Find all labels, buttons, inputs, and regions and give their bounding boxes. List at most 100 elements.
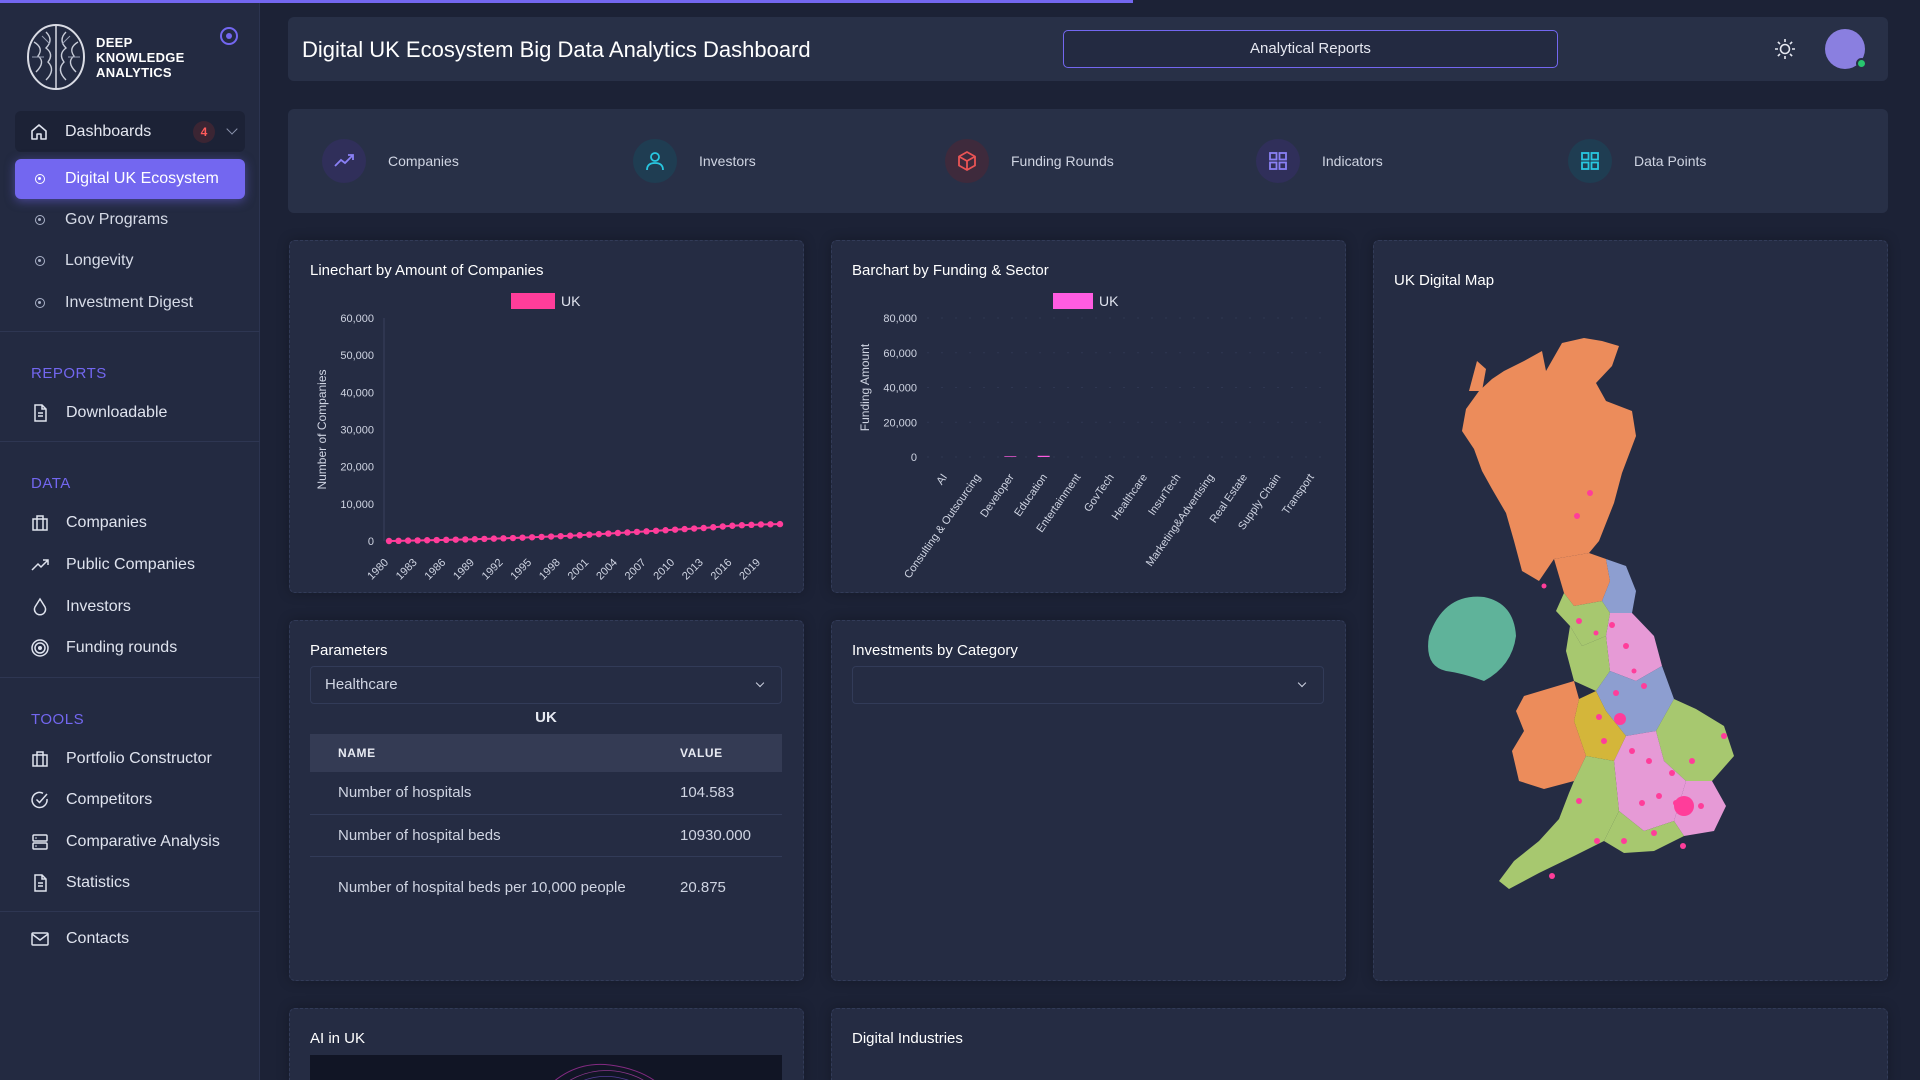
stat-companies[interactable]: Companies: [322, 139, 459, 183]
investment-category-select[interactable]: [852, 666, 1324, 704]
uk-map-title: UK Digital Map: [1394, 272, 1495, 289]
stat-funding-rounds[interactable]: Funding Rounds: [945, 139, 1114, 183]
data-point: [757, 521, 765, 528]
dashboards-count-badge: 4: [193, 121, 215, 143]
sidebar-item-comparative-analysis[interactable]: Comparative Analysis: [30, 830, 220, 854]
check-circle-icon: [31, 791, 48, 809]
sidebar-item-companies[interactable]: Companies: [30, 511, 147, 535]
parameters-card: Parameters Healthcare UK NAME VALUE Numb…: [289, 620, 804, 981]
droplet-icon: [33, 597, 47, 616]
parameters-table: NAME VALUE Number of hospitals 104.583 N…: [310, 734, 782, 918]
sidebar-item-downloadable[interactable]: Downloadable: [30, 401, 167, 425]
x-tick-label: GovTech: [1082, 472, 1117, 514]
parameter-select[interactable]: Healthcare: [310, 666, 782, 704]
sidebar-item-label: Public Companies: [66, 556, 195, 573]
legend-swatch: [1053, 293, 1093, 309]
data-point: [414, 537, 421, 544]
stat-data-points[interactable]: Data Points: [1568, 139, 1706, 183]
file-text-icon: [34, 874, 47, 892]
y-tick-label: 40,000: [340, 387, 374, 399]
uk-digital-map[interactable]: [1374, 241, 1889, 982]
sidebar-collapse-toggle[interactable]: [220, 27, 238, 45]
parameter-select-value: Healthcare: [325, 676, 398, 693]
sidebar-item-contacts[interactable]: Contacts: [30, 927, 129, 951]
sidebar-divider: [0, 677, 260, 678]
stat-indicators[interactable]: Indicators: [1256, 139, 1383, 183]
y-tick-label: 30,000: [340, 425, 374, 437]
sidebar-item-public-companies[interactable]: Public Companies: [30, 553, 195, 577]
legend-swatch: [511, 293, 555, 309]
column-header-value[interactable]: VALUE: [680, 734, 782, 772]
sidebar-item-label: Portfolio Constructor: [66, 750, 212, 767]
grid-icon: [1269, 152, 1287, 170]
bar-chart: 0 20,000 40,000 60,000 80,000 Funding Amount A…: [858, 313, 1327, 581]
data-point: [595, 530, 603, 538]
data-point: [681, 525, 688, 533]
data-point: [500, 535, 507, 542]
data-point: [509, 534, 517, 542]
sidebar-item-dashboards[interactable]: Dashboards 4: [15, 111, 245, 152]
sidebar-item-label: Competitors: [66, 791, 153, 808]
sidebar-item-funding-rounds[interactable]: Funding rounds: [30, 636, 177, 660]
sidebar-item-investment-digest[interactable]: Investment Digest: [15, 283, 245, 323]
sidebar-item-portfolio-constructor[interactable]: Portfolio Constructor: [30, 747, 212, 771]
legend-label: UK: [561, 293, 581, 309]
page-title: Digital UK Ecosystem Big Data Analytics …: [302, 37, 811, 62]
sidebar-item-digital-uk-ecosystem[interactable]: Digital UK Ecosystem: [15, 159, 245, 199]
server-icon: [32, 834, 48, 850]
x-tick-label: 1989: [451, 557, 477, 583]
data-point: [729, 522, 736, 529]
stat-label: Data Points: [1634, 153, 1707, 169]
y-tick-label: 20,000: [340, 462, 374, 474]
data-point: [652, 527, 660, 534]
column-header-name[interactable]: NAME: [310, 734, 680, 772]
stat-icon-circle: [1568, 139, 1612, 183]
sidebar-item-label: Longevity: [65, 252, 134, 269]
bar-chart-legend[interactable]: UK: [1053, 293, 1118, 309]
uk-map-card: UK Digital Map: [1373, 240, 1888, 981]
x-tick-label: Education: [1012, 472, 1050, 519]
data-point: [576, 532, 583, 539]
stat-investors[interactable]: Investors: [633, 139, 756, 183]
x-tick-label: 2010: [651, 557, 677, 583]
chevron-down-icon: [1297, 678, 1307, 688]
data-point: [547, 533, 555, 540]
sidebar-item-investors[interactable]: Investors: [30, 595, 131, 619]
analytical-reports-button[interactable]: Analytical Reports: [1063, 30, 1558, 68]
data-point: [643, 528, 650, 535]
y-axis-title: Funding Amount: [858, 343, 872, 431]
sidebar-item-gov-programs[interactable]: Gov Programs: [15, 200, 245, 240]
ai-in-uk-card: AI in UK: [289, 1008, 804, 1080]
line-chart: 0 10,000 20,000 30,000 40,000 50,000 60,000 Num…: [315, 313, 784, 583]
bar-education: [1037, 455, 1050, 457]
circle-icon: [35, 174, 45, 184]
data-point: [748, 521, 755, 529]
y-tick-label: 80,000: [883, 313, 917, 325]
row-name: Number of hospital beds per 10,000 peopl…: [338, 878, 626, 896]
sidebar-item-statistics[interactable]: Statistics: [30, 871, 130, 895]
theme-toggle-sun-icon[interactable]: [1774, 38, 1796, 60]
line-chart-legend[interactable]: UK: [511, 293, 580, 309]
sidebar-item-label: Downloadable: [66, 404, 168, 421]
table-header-row: NAME VALUE: [310, 734, 782, 772]
x-tick-label: 1983: [394, 557, 420, 583]
brain-logo-icon: [27, 24, 85, 90]
sidebar-item-label: Investors: [66, 598, 131, 615]
sidebar-item-competitors[interactable]: Competitors: [30, 788, 152, 812]
sidebar-item-label: Statistics: [66, 874, 131, 891]
y-tick-label: 40,000: [883, 383, 917, 395]
y-tick-label: 20,000: [883, 417, 917, 429]
sidebar-item-label: Digital UK Ecosystem: [65, 170, 219, 187]
table-row: Number of hospital beds 10930.000: [310, 814, 782, 857]
sidebar-item-longevity[interactable]: Longevity: [15, 241, 245, 281]
bar-chart-title: Barchart by Funding & Sector: [852, 262, 1049, 279]
brand-logo[interactable]: DEEP KNOWLEDGE ANALYTICS: [24, 22, 185, 92]
box-icon: [958, 151, 976, 171]
data-point: [624, 529, 631, 536]
x-tick-label: Consulting & Outsourcing: [902, 472, 983, 581]
table-row: Number of hospital beds per 10,000 peopl…: [310, 856, 782, 918]
data-point: [538, 533, 545, 541]
y-tick-label: 10,000: [340, 499, 374, 511]
row-value: 104.583: [680, 772, 782, 815]
data-point: [528, 534, 536, 541]
